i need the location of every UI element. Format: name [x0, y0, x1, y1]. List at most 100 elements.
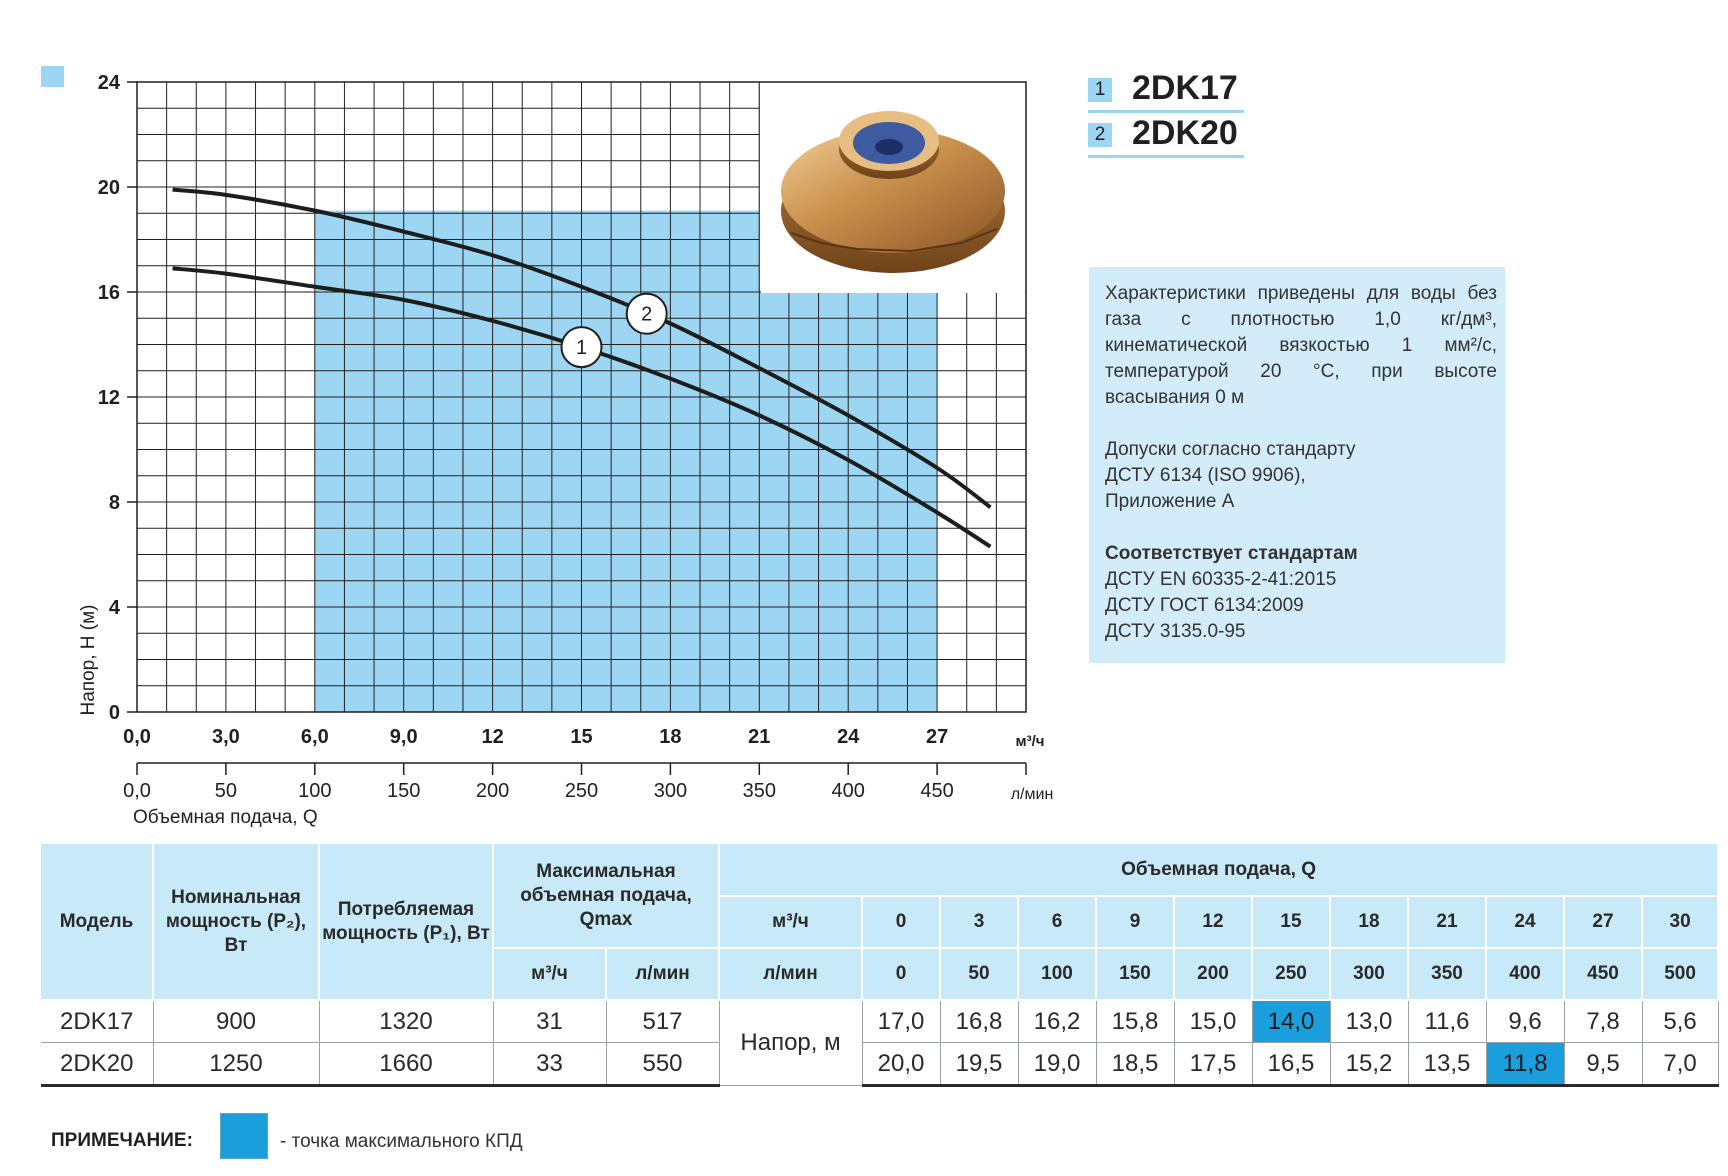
flow-m3h-6: 6: [1018, 896, 1097, 949]
curve-marker-label: 2: [641, 304, 652, 326]
x-tick-label-lmin: 200: [476, 780, 509, 802]
flow-m3h-12: 12: [1174, 896, 1253, 949]
cell-head: 16,5: [1252, 1042, 1331, 1087]
conditions-info-box: Характеристики приведены для воды без га…: [1089, 267, 1505, 663]
cell-head: 5,6: [1642, 1000, 1719, 1043]
cell-head: 18,5: [1096, 1042, 1175, 1087]
x-tick-label-lmin: 50: [215, 780, 237, 802]
cell-input-power: 1320: [319, 1000, 494, 1043]
curve-marker-2: [625, 292, 668, 335]
header-rated-power: Номинальная мощность (P₂), Вт: [153, 844, 320, 1001]
x-unit-lmin: л/мин: [1011, 786, 1054, 803]
bep-legend-swatch: [220, 1113, 268, 1159]
header-unit-lmin: л/мин: [719, 948, 863, 1001]
cell-head-label: Напор, м: [719, 1000, 863, 1086]
legend-number: 2: [1088, 123, 1112, 147]
flow-lmin-100: 100: [1018, 948, 1097, 1001]
y-tick-label: 12: [98, 387, 120, 409]
flow-m3h-9: 9: [1096, 896, 1175, 949]
legend-item-2dk20: 2 2DK20: [1088, 114, 1244, 158]
flow-lmin-300: 300: [1330, 948, 1409, 1001]
legend-label: 2DK20: [1132, 114, 1238, 152]
x-axis-label: Объемная подача, Q: [133, 807, 318, 828]
flow-m3h-15: 15: [1252, 896, 1331, 949]
x-tick-label-m3h: 12: [481, 726, 503, 748]
test-conditions-text: Характеристики приведены для воды без га…: [1105, 283, 1497, 408]
x-tick-label-m3h: 21: [748, 726, 770, 748]
legend-number: 1: [1088, 78, 1112, 102]
x-tick-label-m3h: 6,0: [301, 726, 329, 748]
cell-head: 15,2: [1330, 1042, 1409, 1087]
flow-m3h-3: 3: [940, 896, 1019, 949]
x-tick-label-m3h: 24: [837, 726, 860, 748]
x-tick-label-lmin: 150: [387, 780, 420, 802]
x-tick-label-m3h: 15: [570, 726, 592, 748]
curve-series-2: [172, 187, 992, 509]
cell-head: 9,6: [1486, 1000, 1565, 1043]
x-tick-label-lmin: 250: [565, 780, 598, 802]
x-tick-label-lmin: 0,0: [123, 780, 151, 802]
header-qmax: Максимальная объемная подача, Qmax: [493, 844, 720, 949]
flow-lmin-200: 200: [1174, 948, 1253, 1001]
x-tick-label-lmin: 100: [298, 780, 331, 802]
impeller-photo: [761, 83, 1025, 293]
header-input-power: Потребляемая мощность (P₁), Вт: [319, 844, 494, 1001]
y-axis-label: Напор, Н (м): [78, 605, 99, 716]
cell-head: 13,0: [1330, 1000, 1409, 1043]
curve-marker-label: 1: [576, 337, 587, 359]
flow-m3h-0: 0: [862, 896, 941, 949]
flow-m3h-30: 30: [1642, 896, 1720, 949]
cell-head: 7,0: [1642, 1042, 1719, 1087]
x-tick-label-lmin: 450: [920, 780, 953, 802]
x-tick-label-m3h: 18: [659, 726, 681, 748]
x-tick-label-lmin: 300: [654, 780, 687, 802]
standard-line-2: ДСТУ ГОСТ 6134:2009: [1105, 595, 1304, 616]
y-tick-label: 8: [109, 492, 120, 514]
y-tick-label: 16: [98, 282, 120, 304]
flow-lmin-250: 250: [1252, 948, 1331, 1001]
cell-qmax-m3h: 31: [493, 1000, 607, 1043]
flow-lmin-50: 50: [940, 948, 1019, 1001]
y-tick-label: 4: [109, 597, 121, 619]
legend-item-2dk17: 1 2DK17: [1088, 69, 1244, 113]
cell-model: 2DK17: [41, 1000, 154, 1043]
working-range-area: [314, 210, 938, 712]
specification-table: Модель Номинальная мощность (P₂), Вт Пот…: [41, 844, 1720, 1087]
flow-m3h-21: 21: [1408, 896, 1487, 949]
flow-lmin-400: 400: [1486, 948, 1565, 1001]
cell-qmax-m3h: 33: [493, 1042, 607, 1087]
flow-lmin-0: 0: [862, 948, 941, 1001]
y-tick-label: 24: [98, 72, 121, 94]
note-text: - точка максимального КПД: [280, 1131, 523, 1152]
header-unit-m3h: м³/ч: [719, 896, 863, 949]
tolerances-line-1: Допуски согласно стандарту: [1105, 439, 1356, 460]
standard-line-1: ДСТУ EN 60335-2-41:2015: [1105, 569, 1337, 590]
cell-head: 19,5: [940, 1042, 1019, 1087]
cell-input-power: 1660: [319, 1042, 494, 1087]
x-tick-label-m3h: 3,0: [212, 726, 240, 748]
x-tick-label-m3h: 0,0: [123, 726, 151, 748]
y-tick-label: 0: [109, 702, 120, 724]
cell-head: 17,5: [1174, 1042, 1253, 1087]
standards-title: Соответствует стандартам: [1105, 543, 1358, 564]
flow-m3h-18: 18: [1330, 896, 1409, 949]
table-row: 2DK20 1250 1660 33 550 20,0 19,5 19,0 18,5 17,5 16…: [41, 1042, 1719, 1087]
header-model: Модель: [41, 844, 154, 1001]
standards-text: Соответствует стандартам ДСТУ EN 60335-2…: [1105, 541, 1497, 645]
cell-head: 15,0: [1174, 1000, 1253, 1043]
cell-head: 19,0: [1018, 1042, 1097, 1087]
flow-lmin-500: 500: [1642, 948, 1720, 1001]
y-tick-label: 20: [98, 177, 120, 199]
standard-line-3: ДСТУ 3135.0-95: [1105, 621, 1246, 642]
flow-lmin-150: 150: [1096, 948, 1175, 1001]
x-tick-label-m3h: 9,0: [390, 726, 418, 748]
corner-square: [41, 66, 64, 87]
cell-head: 9,5: [1564, 1042, 1643, 1087]
cell-rated-power: 1250: [153, 1042, 320, 1087]
flow-lmin-350: 350: [1408, 948, 1487, 1001]
note-label: ПРИМЕЧАНИЕ:: [51, 1130, 193, 1151]
cell-head: 15,8: [1096, 1000, 1175, 1043]
tolerances-line-2: ДСТУ 6134 (ISO 9906),: [1105, 465, 1306, 486]
cell-rated-power: 900: [153, 1000, 320, 1043]
cell-head: 13,5: [1408, 1042, 1487, 1087]
